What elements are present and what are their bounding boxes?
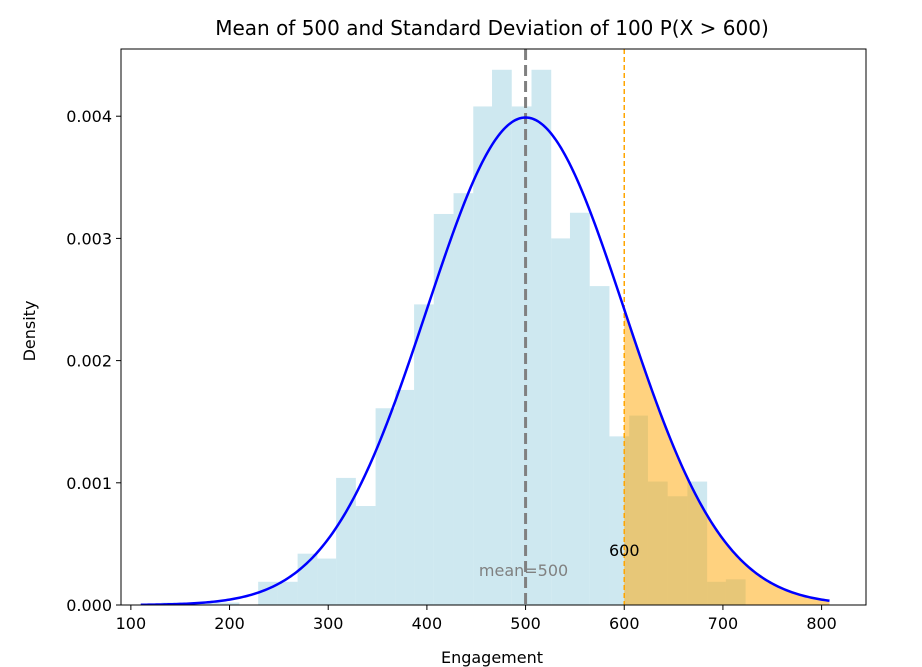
x-tick-label: 600	[609, 614, 640, 633]
y-axis-title: Density	[20, 301, 39, 362]
x-tick-label: 700	[708, 614, 739, 633]
histogram-bar	[551, 238, 570, 605]
histogram-bar	[473, 106, 493, 605]
x-axis-title: Engagement	[441, 648, 543, 667]
annotations: mean=500 600	[479, 541, 640, 580]
shaded-tail-region	[624, 309, 830, 605]
histogram-bar	[336, 477, 356, 605]
y-tick-label: 0.003	[66, 229, 112, 248]
x-tick-label: 400	[412, 614, 443, 633]
histogram-bar	[355, 506, 376, 605]
histogram-bar	[317, 558, 337, 605]
y-tick-label: 0.002	[66, 352, 112, 371]
x-tick-label: 300	[313, 614, 344, 633]
y-axis: 0.000 0.001 0.002 0.003 0.004	[66, 107, 121, 615]
y-tick-label: 0.000	[66, 596, 112, 615]
histogram-bar	[395, 389, 415, 605]
reference-lines	[524, 49, 625, 605]
histogram-bar	[219, 602, 240, 605]
histogram-bar	[492, 69, 512, 605]
x-tick-label: 800	[806, 614, 837, 633]
histogram-bar	[433, 213, 454, 605]
histogram-bar	[199, 602, 220, 605]
histogram-bar	[375, 408, 396, 605]
histogram-bar	[531, 69, 552, 605]
x-axis: 100 200 300 400 500 600 700 800	[116, 605, 837, 633]
x-tick-label: 100	[116, 614, 147, 633]
chart-title: Mean of 500 and Standard Deviation of 10…	[215, 16, 769, 40]
normal-curve	[140, 116, 830, 605]
histogram-bar	[589, 286, 610, 605]
mean-label: mean=500	[479, 561, 568, 580]
x-tick-label: 200	[214, 614, 245, 633]
x-tick-label: 500	[510, 614, 541, 633]
histogram-bar	[414, 304, 434, 605]
histogram-bar	[453, 193, 474, 605]
histogram-bar	[511, 106, 532, 605]
y-tick-label: 0.004	[66, 107, 112, 126]
threshold-label: 600	[609, 541, 640, 560]
y-tick-label: 0.001	[66, 474, 112, 493]
plot-area-frame	[120, 48, 867, 606]
shaded-area	[624, 309, 830, 605]
histogram-bar	[277, 581, 298, 605]
histogram-bar	[569, 212, 590, 605]
normal-curve-group	[140, 116, 830, 605]
